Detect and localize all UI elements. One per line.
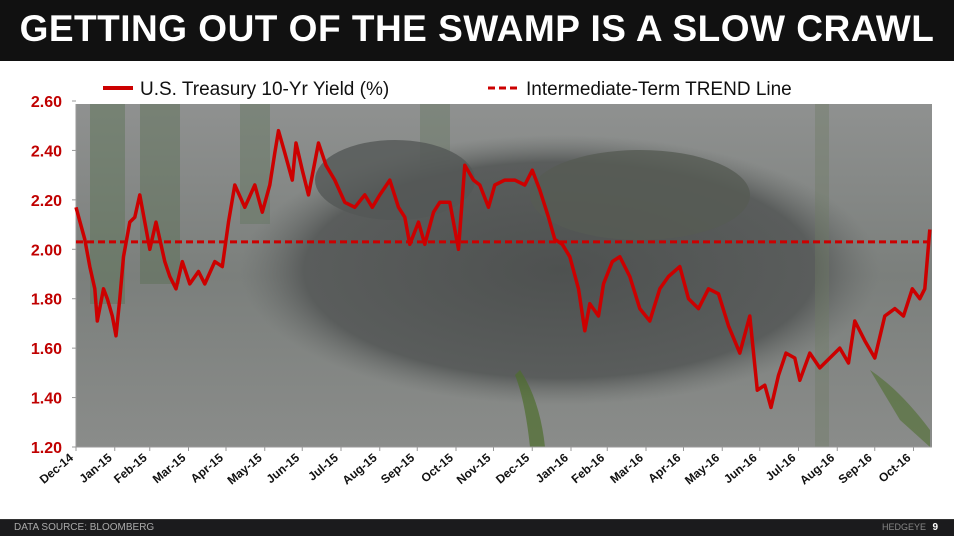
y-tick-label: 2.00 [31,242,62,259]
legend-label-trend: Intermediate-Term TREND Line [526,79,792,100]
x-tick-label: Mar-16 [607,450,646,486]
legend: U.S. Treasury 10-Yr Yield (%) Intermedia… [103,79,792,100]
x-tick-label: Jun-15 [264,450,303,486]
x-tick-label: Jan-15 [77,450,115,485]
x-tick-label: Nov-15 [454,450,494,487]
x-tick-label: Oct-15 [418,450,456,485]
x-tick-label: Jul-16 [763,450,799,483]
footer: DATA SOURCE: BLOOMBERG HEDGEYE 9 [0,519,954,536]
data-source: DATA SOURCE: BLOOMBERG [14,522,154,533]
x-tick-label: Mar-15 [150,450,189,486]
x-tick-label: Apr-15 [188,450,226,485]
y-tick-label: 1.60 [31,341,62,358]
x-tick-label: Feb-16 [569,450,608,486]
x-tick-label: Jan-16 [533,450,571,485]
page-number: 9 [932,522,938,533]
y-tick-label: 2.20 [31,193,62,210]
legend-label-yield: U.S. Treasury 10-Yr Yield (%) [140,79,389,100]
background-photo [76,104,932,447]
x-tick-label: Feb-15 [111,450,150,486]
x-tick-label: Dec-15 [493,450,532,486]
y-tick-label: 2.40 [31,143,62,160]
x-tick-label: Jul-15 [305,450,341,483]
x-tick-label: Aug-16 [797,450,837,487]
x-tick-label: Jun-16 [721,450,760,486]
y-tick-label: 1.80 [31,292,62,309]
brand-logo: HEDGEYE [882,522,926,532]
y-tick-label: 2.60 [31,94,62,111]
y-tick-label: 1.20 [31,440,62,457]
x-tick-label: Oct-16 [876,450,914,485]
x-tick-label: May-15 [225,450,265,487]
x-tick-label: May-16 [682,450,722,487]
x-tick-label: Sep-15 [378,450,417,486]
x-tick-label: Sep-16 [836,450,875,486]
y-tick-label: 1.40 [31,391,62,408]
x-tick-label: Apr-16 [645,450,683,485]
x-tick-label: Aug-15 [340,450,380,487]
